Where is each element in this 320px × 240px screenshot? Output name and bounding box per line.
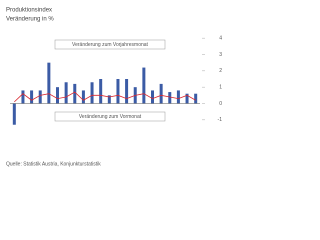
bar: [47, 62, 51, 104]
bar: [12, 103, 16, 125]
legend-box: [54, 111, 166, 122]
y-tick-label: 3: [219, 52, 222, 58]
chart-subtitle: Veränderung in %: [6, 17, 54, 23]
legend-entry: Veränderung zum Vormonat: [79, 114, 142, 120]
y-tick-label: 4: [219, 35, 222, 41]
bar: [142, 67, 146, 104]
y-tick-label: 0: [219, 101, 222, 107]
y-tick-label: 1: [219, 84, 222, 90]
bar: [185, 93, 189, 104]
y-tick-label: 2: [219, 68, 222, 74]
chart: Produktionsindex Veränderung in % Veränd…: [6, 8, 223, 168]
bar: [168, 92, 172, 104]
bar: [56, 87, 59, 104]
bar: [21, 90, 25, 104]
bar: [194, 93, 198, 104]
legend-box: [54, 39, 166, 50]
bar: [116, 79, 120, 104]
bar: [151, 90, 154, 104]
bar: [125, 79, 129, 104]
bar: [73, 83, 77, 104]
y-tick-label: -1: [218, 117, 223, 123]
bar: [99, 79, 103, 104]
bar: [159, 83, 163, 104]
bar: [81, 90, 85, 104]
chart-title: Produktionsindex: [6, 8, 52, 14]
bar: [30, 90, 34, 104]
bar: [107, 95, 111, 104]
bar: [176, 90, 180, 104]
line: [14, 91, 196, 103]
legend-entry: Veränderung zum Vorjahresmonat: [72, 42, 148, 48]
bar: [38, 90, 42, 104]
bar: [90, 82, 94, 104]
bar: [64, 82, 68, 104]
source: Quelle: Statistik Austria, Konjunktursta…: [6, 161, 101, 167]
